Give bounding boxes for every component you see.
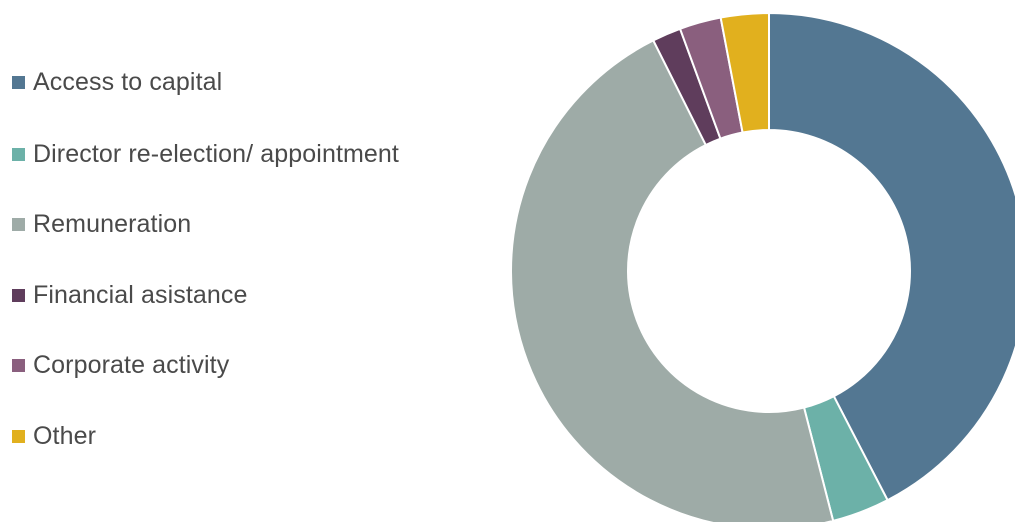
legend-swatch xyxy=(12,147,25,161)
legend-item-remuneration: Remuneration xyxy=(12,208,191,240)
legend-item-other: Other xyxy=(12,420,96,452)
legend-item-financial-asistance: Financial asistance xyxy=(12,279,248,311)
legend-swatch xyxy=(12,358,25,372)
legend: Access to capital Director re-election/ … xyxy=(12,0,492,522)
legend-swatch xyxy=(12,75,25,89)
legend-label: Financial asistance xyxy=(33,280,248,309)
legend-item-access-to-capital: Access to capital xyxy=(12,66,222,98)
legend-label: Corporate activity xyxy=(33,350,230,379)
legend-swatch xyxy=(12,429,25,443)
legend-item-corporate-activity: Corporate activity xyxy=(12,349,229,381)
legend-item-director-re-election: Director re-election/ appointment xyxy=(12,138,399,170)
legend-label: Access to capital xyxy=(33,67,223,96)
donut-slices xyxy=(510,11,1015,522)
donut-slice-other xyxy=(719,11,770,134)
donut-slice-remuneration xyxy=(510,39,835,522)
legend-label: Director re-election/ appointment xyxy=(33,139,399,168)
legend-label: Other xyxy=(33,421,97,450)
donut-slice-access-to-capital xyxy=(768,11,1015,502)
legend-swatch xyxy=(12,217,25,231)
legend-label: Remuneration xyxy=(33,209,192,238)
legend-swatch xyxy=(12,288,25,302)
